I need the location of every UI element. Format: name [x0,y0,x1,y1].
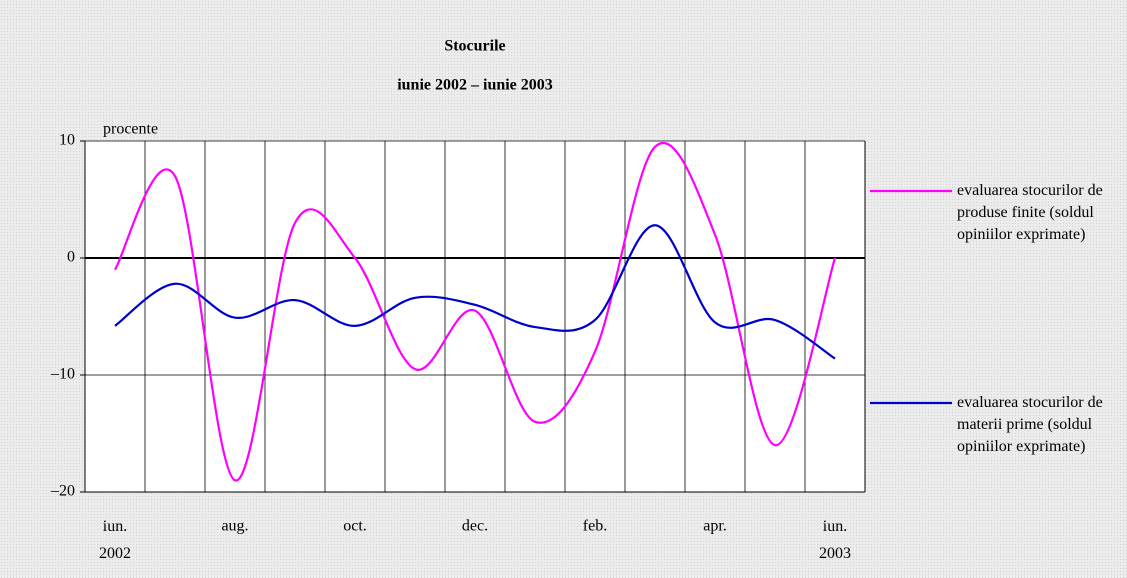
series-line [114,142,837,482]
plot-area [85,141,865,492]
y-tick-label: 10 [59,132,75,149]
y-tick-label: 0 [67,249,75,266]
chart-subtitle: iunie 2002 – iunie 2003 [397,77,553,94]
x-tick-label: iun. 2003 [819,518,851,562]
x-tick-label: dec. [462,518,488,535]
x-tick-label: feb. [583,518,607,535]
y-axis-label: procente [103,121,158,138]
x-tick-label: aug. [221,518,248,535]
x-tick-label: apr. [703,518,727,535]
chart-title: Stocurile [444,38,505,55]
y-tick-label: –10 [50,366,75,383]
legend-entry: evaluarea stocurilor de materii prime (s… [957,394,1103,455]
legend-entry: evaluarea stocurilor de produse finite (… [957,182,1103,243]
y-tick-label: –20 [50,483,75,500]
x-tick-label: oct. [343,518,367,535]
x-tick-label: iun. 2002 [99,518,131,562]
series-line [114,224,836,360]
